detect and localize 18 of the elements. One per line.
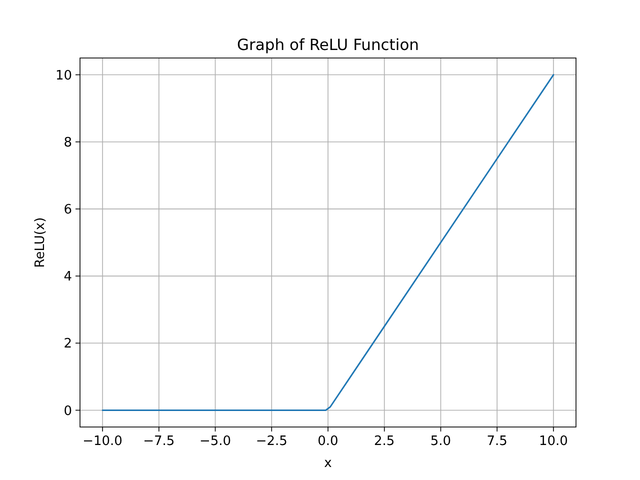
- x-axis-title: x: [324, 456, 332, 471]
- x-tick-label: 0.0: [318, 434, 338, 449]
- x-tick-label: −7.5: [143, 434, 175, 449]
- y-tick-label: 2: [64, 336, 72, 352]
- y-tick-label: 8: [64, 135, 72, 150]
- x-tick-label: 2.5: [374, 434, 395, 449]
- chart-title: Graph of ReLU Function: [236, 36, 420, 54]
- y-tick-label: 0: [64, 404, 72, 419]
- y-tick-label: 10: [55, 68, 72, 84]
- x-tick-label: 7.5: [486, 434, 508, 449]
- y-tick-label: 6: [64, 202, 72, 218]
- x-tick-label: −5.0: [199, 434, 232, 449]
- x-tick-label: 5.0: [430, 434, 452, 449]
- y-axis-title: ReLU(x): [33, 217, 48, 268]
- x-tick-label: 10.0: [538, 434, 568, 449]
- x-tick-label: −2.5: [256, 434, 288, 449]
- x-tick-label: −10.0: [82, 434, 122, 449]
- y-tick-label: 4: [64, 270, 72, 285]
